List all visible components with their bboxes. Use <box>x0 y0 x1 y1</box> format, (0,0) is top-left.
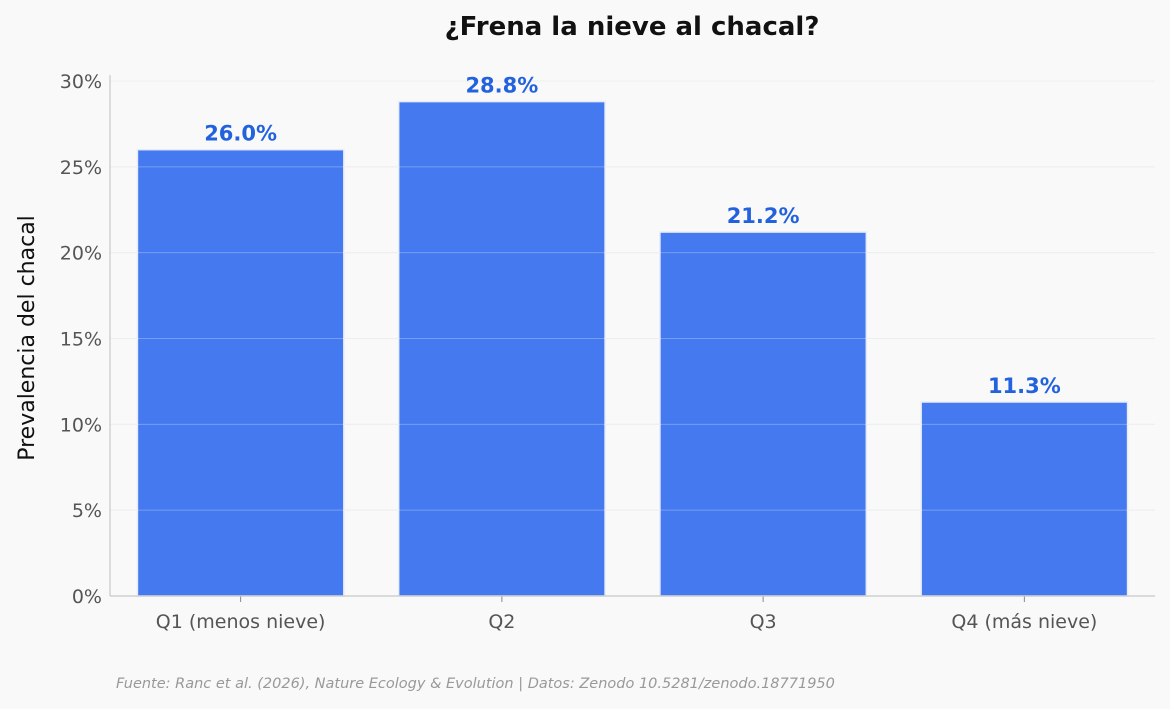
bar <box>397 100 606 597</box>
bar <box>659 231 868 597</box>
bar-layer <box>136 100 1129 597</box>
y-tick-label: 5% <box>72 500 102 522</box>
x-tick-label: Q3 <box>750 611 777 633</box>
overlay-grid-layer <box>110 80 1155 597</box>
y-tick-label: 10% <box>60 414 102 436</box>
chart-title: ¿Frena la nieve al chacal? <box>445 12 820 42</box>
y-axis-label: Prevalencia del chacal <box>15 215 40 461</box>
x-tick-label: Q2 <box>488 611 515 633</box>
bar <box>920 401 1129 597</box>
label-layer: 26.0% 28.8% 21.2% 11.3% <box>204 74 1061 398</box>
y-tick-label: 0% <box>72 586 102 608</box>
y-tick-label: 20% <box>60 243 102 265</box>
y-tick-label: 15% <box>60 329 102 351</box>
axis-layer: 0% 5% 10% 15% 20% 25% 30% Q1 (menos nieve) Q2 Q3 Q… <box>60 71 1155 633</box>
x-tick-label: Q1 (menos nieve) <box>156 611 326 633</box>
data-label: 28.8% <box>465 74 538 98</box>
bar <box>136 148 345 597</box>
y-tick-label: 30% <box>60 71 102 93</box>
x-tick-label: Q4 (más nieve) <box>951 611 1097 633</box>
data-label: 21.2% <box>727 204 800 228</box>
source-note: Fuente: Ranc et al. (2026), Nature Ecolo… <box>116 676 835 692</box>
y-tick-label: 25% <box>60 157 102 179</box>
data-label: 26.0% <box>204 122 277 146</box>
data-label: 11.3% <box>988 374 1061 398</box>
